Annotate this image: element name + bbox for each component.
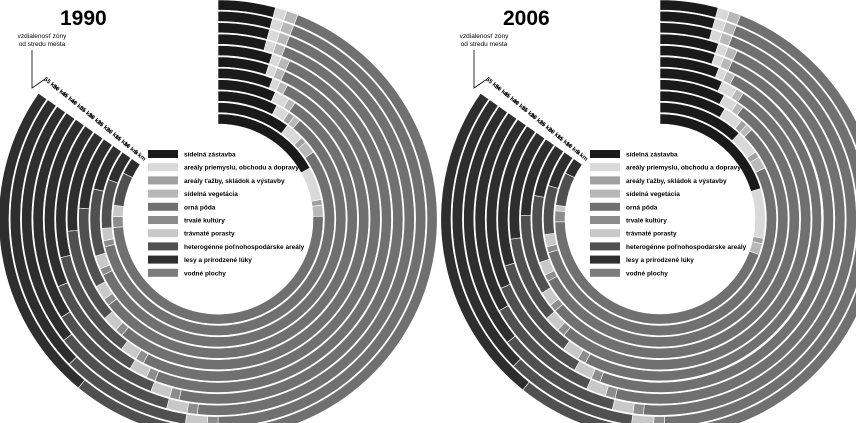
zone-axis-title-line: od stredu mesta [461, 41, 508, 48]
legend-label-1: sídelná zástavba [184, 152, 236, 159]
panel-year-title: 2006 [503, 7, 550, 30]
legend-swatch-5 [590, 202, 620, 211]
ring-segment-2006-zone1-cat2 [750, 188, 766, 239]
ring-segment-2006-zone1-cat6 [554, 210, 566, 223]
ring-segment-1990-zone7-cat9 [44, 119, 85, 288]
ring-segment-2006-zone9-cat9 [463, 105, 516, 343]
zone-axis-bracket [473, 50, 488, 89]
ring-segment-2006-zone2-cat9 [547, 151, 574, 189]
legend-swatch-7 [148, 229, 178, 238]
zone-axis-title-line: vzdialenosť zóny [18, 33, 67, 40]
ring-segment-2006-zone3-cat9 [533, 145, 564, 198]
legend-label-2: areály priemyslu, obchodu a dopravy [626, 165, 741, 172]
legend-swatch-10 [148, 268, 178, 277]
ring-segment-1990-zone6-cat9 [55, 125, 94, 259]
legend-label-6: trvalé kultúry [626, 218, 667, 225]
legend-swatch-1 [590, 150, 620, 158]
legend-swatch-3 [148, 176, 178, 185]
ring-segment-2006-zone8-cat9 [474, 112, 518, 312]
ring-segment-1990-zone2-cat7 [101, 227, 114, 242]
legend-label-8: heterogénne poľnohospodárske areály [626, 244, 747, 251]
ring-segment-2006-zone10-cat9 [451, 99, 521, 367]
ring-segment-2006-zone11-cat5 [703, 14, 856, 423]
ring-segment-1990-zone5-cat9 [66, 132, 104, 232]
legend-swatch-1 [148, 150, 178, 158]
legend-label-3: areály ťažby, skládok a výstavby [626, 178, 727, 185]
ring-segment-1990-zone3-cat9 [93, 145, 122, 192]
ring-segment-1990-zone10-cat9 [9, 99, 78, 365]
legend-label-5: orná pôda [626, 204, 658, 211]
ring-segment-1990-zone11-cat9 [0, 92, 86, 389]
legend-swatch-8 [590, 242, 620, 251]
legend-swatch-8 [148, 242, 178, 251]
legend-label-10: vodné plochy [184, 270, 226, 277]
legend-swatch-9 [148, 255, 178, 264]
legend-label-10: vodné plochy [626, 270, 668, 277]
ring-segment-2006-zone11-cat9 [440, 92, 530, 391]
ring-segment-1990-zone9-cat6 [186, 402, 199, 415]
ring-segment-2006-zone1-cat9 [564, 158, 583, 178]
legend-label-4: sídelná vegetácia [184, 191, 238, 198]
ring-segment-1990-zone8-cat9 [32, 112, 76, 318]
legend-swatch-9 [590, 255, 620, 264]
legend-label-3: areály ťažby, skládok a výstavby [184, 178, 285, 185]
ring-segment-1990-zone2-cat9 [107, 151, 132, 184]
legend-swatch-6 [148, 216, 178, 224]
legend-label-5: orná pôda [184, 204, 216, 211]
ring-segment-1990-zone1-cat4 [311, 204, 324, 217]
legend-swatch-6 [590, 216, 620, 224]
zone-axis-title-line: vzdialenosť zóny [460, 33, 509, 40]
zone-axis-bracket [31, 50, 46, 89]
legend-swatch-7 [590, 229, 620, 238]
legend-label-1: sídelná zástavba [626, 152, 678, 159]
legend-label-6: trvalé kultúry [184, 218, 225, 225]
ring-segment-1990-zone10-cat6 [207, 416, 219, 423]
ring-segment-1990-zone11-cat5 [261, 14, 438, 423]
ring-segment-2006-zone7-cat9 [486, 119, 527, 289]
ring-segment-1990-zone4-cat9 [78, 138, 113, 210]
legend-label-8: heterogénne poľnohospodárske areály [184, 244, 305, 251]
ring-segment-1990-zone1-cat7 [112, 204, 125, 217]
legend-swatch-5 [148, 202, 178, 211]
legend-label-7: trávnaté porasty [626, 231, 677, 238]
legend-label-7: trávnaté porasty [184, 231, 235, 238]
legend-label-2: areály priemyslu, obchodu a dopravy [184, 165, 299, 172]
legend-swatch-4 [148, 189, 178, 198]
ring-segment-2006-zone2-cat7 [544, 232, 558, 248]
legend-swatch-3 [590, 176, 620, 185]
ring-segment-2006-zone4-cat9 [520, 138, 555, 217]
legend-swatch-2 [590, 163, 620, 172]
zone-axis-title-line: od stredu mesta [19, 41, 66, 48]
legend-swatch-2 [148, 163, 178, 172]
ring-segment-2006-zone9-cat6 [632, 403, 645, 416]
panel-year-title: 1990 [60, 7, 107, 30]
ring-segment-2006-zone10-cat7 [631, 414, 655, 423]
legend-swatch-4 [590, 189, 620, 198]
legend-label-9: lesy a prírodzené lúky [184, 257, 252, 264]
ring-segment-1990-zone1-cat9 [122, 158, 141, 178]
legend-swatch-10 [590, 268, 620, 277]
legend-label-9: lesy a prírodzené lúky [626, 257, 694, 264]
ring-segment-2006-zone10-cat6 [653, 416, 665, 423]
ring-segment-1990-zone9-cat9 [21, 105, 73, 341]
legend-label-4: sídelná vegetácia [626, 191, 680, 198]
ring-segment-1990-zone10-cat7 [185, 413, 208, 423]
ring-segment-2006-zone6-cat9 [497, 125, 536, 267]
ring-segment-1990-zone1-cat6 [112, 216, 124, 228]
ring-segment-2006-zone5-cat9 [508, 132, 546, 240]
